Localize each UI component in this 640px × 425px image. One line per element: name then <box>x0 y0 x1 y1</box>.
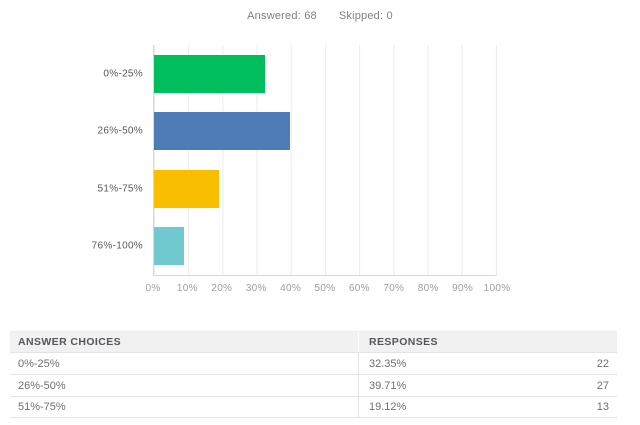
responses-cell: 39.71% 27 <box>358 375 617 396</box>
chart-bar <box>154 169 220 208</box>
x-tick-label: 10% <box>176 283 198 294</box>
table-row: 26%-50% 39.71% 27 <box>10 374 617 396</box>
response-summary: Answered: 68 Skipped: 0 <box>0 10 640 22</box>
table-header-row: ANSWER CHOICES RESPONSES <box>10 331 617 352</box>
answer-choice-cell: 51%-75% <box>18 401 66 413</box>
response-percent: 32.35% <box>369 357 407 370</box>
chart-bar <box>154 227 185 266</box>
category-label: 26%-50% <box>97 125 143 137</box>
answer-choice-cell: 26%-50% <box>18 379 66 392</box>
x-tick-label: 70% <box>383 283 405 294</box>
column-header-answer-choices: ANSWER CHOICES <box>18 336 122 348</box>
table-row: 51%-75% 19.12% 13 <box>10 396 617 418</box>
category-label: 0%-25% <box>103 68 143 80</box>
x-tick-label: 50% <box>314 283 336 294</box>
x-tick-label: 0% <box>145 283 161 294</box>
chart-bar <box>154 112 290 151</box>
chart-row: 76%-100% <box>92 218 496 276</box>
skipped-label: Skipped: <box>338 10 384 22</box>
answered-stat: Answered: 68 <box>247 10 317 22</box>
answered-value: 68 <box>304 10 317 22</box>
x-tick-label: 30% <box>245 283 267 294</box>
x-tick-label: 20% <box>211 283 233 294</box>
x-axis-ticks: 0% 10% 20% 30% 40% 50% 60% 70% 80% 90% 1… <box>145 283 510 297</box>
column-header-responses: RESPONSES <box>358 332 617 352</box>
chart-row: 26%-50% <box>98 103 496 161</box>
table-row: 0%-25% 32.35% 22 <box>10 352 617 374</box>
responses-cell: 19.12% 13 <box>358 397 617 417</box>
category-label: 51%-75% <box>97 183 143 195</box>
x-tick-label: 60% <box>348 283 370 294</box>
chart-row: 51%-75% <box>98 160 496 218</box>
response-count: 27 <box>596 379 609 392</box>
response-percent: 39.71% <box>369 379 407 392</box>
category-label: 76%-100% <box>91 240 143 252</box>
chart-row: 0%-25% <box>103 45 496 103</box>
bar-chart-plot-area: 0%-25% 26%-50% 51%-75% 76%-100% <box>92 45 497 276</box>
skipped-stat: Skipped: 0 <box>339 10 393 22</box>
x-tick-label: 40% <box>280 283 302 294</box>
responses-cell: 32.35% 22 <box>358 353 617 374</box>
x-tick-label: 100% <box>483 283 511 294</box>
x-tick-label: 90% <box>452 283 474 294</box>
x-tick-label: 80% <box>417 283 439 294</box>
response-count: 22 <box>596 357 609 370</box>
answer-choice-cell: 0%-25% <box>18 357 60 370</box>
response-count: 13 <box>596 401 609 413</box>
chart-bar <box>154 54 265 93</box>
answered-label: Answered: <box>247 10 301 22</box>
response-percent: 19.12% <box>369 401 407 413</box>
skipped-value: 0 <box>386 10 393 22</box>
answer-choices-table: ANSWER CHOICES RESPONSES 0%-25% 32.35% 2… <box>10 331 617 418</box>
